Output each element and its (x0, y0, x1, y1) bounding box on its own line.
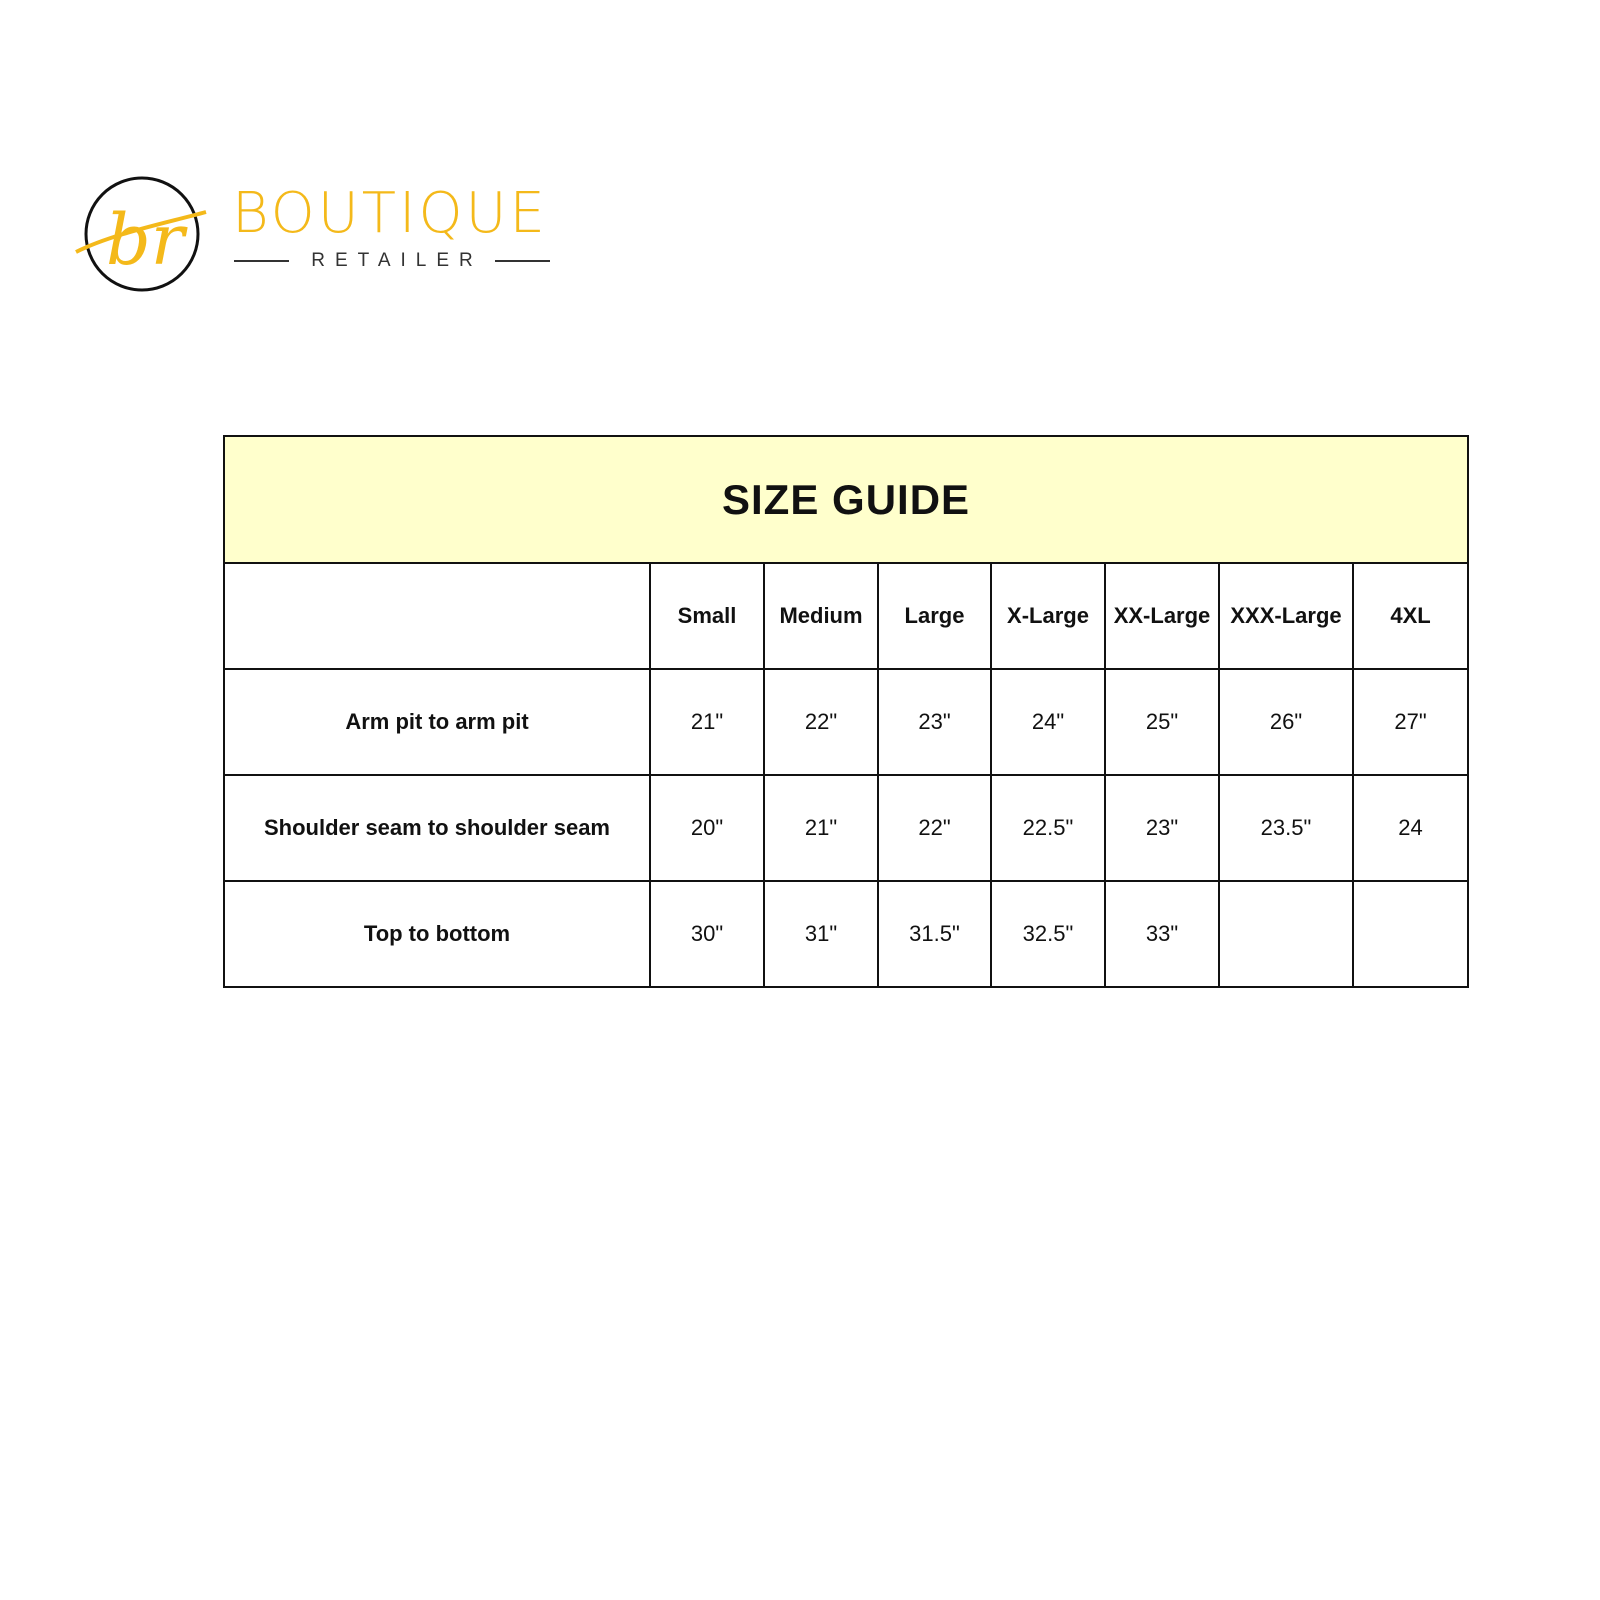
column-header: Large (877, 562, 992, 670)
cell: 33" (1104, 880, 1220, 988)
row-label: Top to bottom (223, 880, 651, 988)
size-guide-table: SIZE GUIDE Small Medium Large X-Large XX… (222, 435, 1470, 988)
cell: 21" (649, 668, 765, 776)
monogram-text: br (106, 199, 188, 281)
cell: 22" (763, 668, 879, 776)
row-label: Arm pit to arm pit (223, 668, 651, 776)
column-header: 4XL (1351, 562, 1470, 670)
column-header: Medium (763, 562, 879, 670)
cell: 24 (1351, 774, 1470, 882)
cell: 26" (1218, 668, 1354, 776)
table-row: Shoulder seam to shoulder seam 20" 21" 2… (223, 774, 1470, 882)
monogram-icon: br (75, 176, 207, 292)
cell (1351, 880, 1470, 988)
brand-name: BOUTIQUE (232, 181, 548, 246)
cell: 22" (877, 774, 992, 882)
cell (1218, 880, 1354, 988)
divider (494, 260, 551, 262)
brand-subtitle-row: RETAILER (234, 250, 551, 272)
cell: 20" (649, 774, 765, 882)
column-header (223, 562, 651, 670)
cell: 23.5" (1218, 774, 1354, 882)
cell: 27" (1351, 668, 1470, 776)
brand-logo: br BOUTIQUE RETAILER (72, 172, 562, 297)
column-header: Small (649, 562, 765, 670)
cell: 31.5" (877, 880, 992, 988)
table-title: SIZE GUIDE (222, 435, 1470, 564)
cell: 30" (649, 880, 765, 988)
cell: 31" (763, 880, 879, 988)
cell: 23" (877, 668, 992, 776)
cell: 32.5" (990, 880, 1106, 988)
divider (234, 260, 290, 262)
cell: 25" (1104, 668, 1220, 776)
table-row: Top to bottom 30" 31" 31.5" 32.5" 33" (223, 880, 1470, 988)
cell: 24" (990, 668, 1106, 776)
table-row: Arm pit to arm pit 21" 22" 23" 24" 25" 2… (223, 668, 1470, 776)
cell: 23" (1104, 774, 1220, 882)
header-row: Small Medium Large X-Large XX-Large XXX-… (223, 562, 1470, 670)
cell: 21" (763, 774, 879, 882)
cell: 22.5" (990, 774, 1106, 882)
row-label: Shoulder seam to shoulder seam (223, 774, 651, 882)
column-header: XX-Large (1104, 562, 1220, 670)
brand-subtitle: RETAILER (311, 250, 483, 271)
column-header: X-Large (990, 562, 1106, 670)
column-header: XXX-Large (1218, 562, 1354, 670)
